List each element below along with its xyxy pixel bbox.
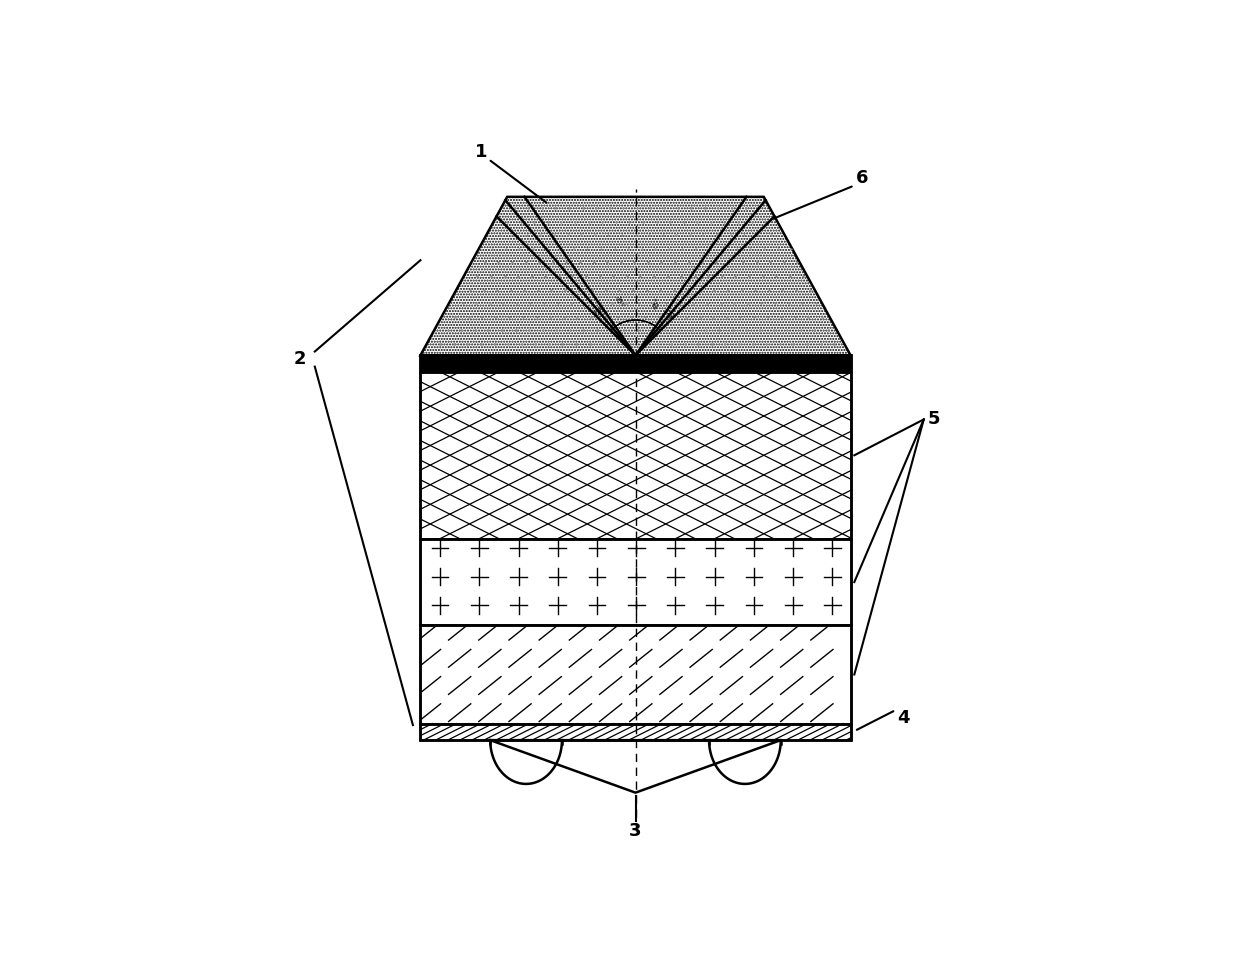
Bar [420,723,851,740]
Bar [420,356,851,740]
Text: 35°: 35° [614,295,624,309]
Text: 35°: 35° [663,304,676,318]
Bar [420,356,851,371]
Text: 40°: 40° [667,307,680,320]
Text: 1: 1 [475,142,487,161]
Text: 6: 6 [856,169,868,187]
Text: 5: 5 [928,411,940,428]
Text: 4: 4 [897,709,910,726]
Text: 45°: 45° [591,307,604,320]
Bar [420,539,851,625]
Polygon shape [420,197,851,356]
Bar [420,371,851,539]
Text: 45°: 45° [652,296,662,310]
Text: 2: 2 [294,350,306,368]
Text: 40°: 40° [595,304,608,318]
Text: 3: 3 [629,821,642,840]
Bar [420,625,851,723]
